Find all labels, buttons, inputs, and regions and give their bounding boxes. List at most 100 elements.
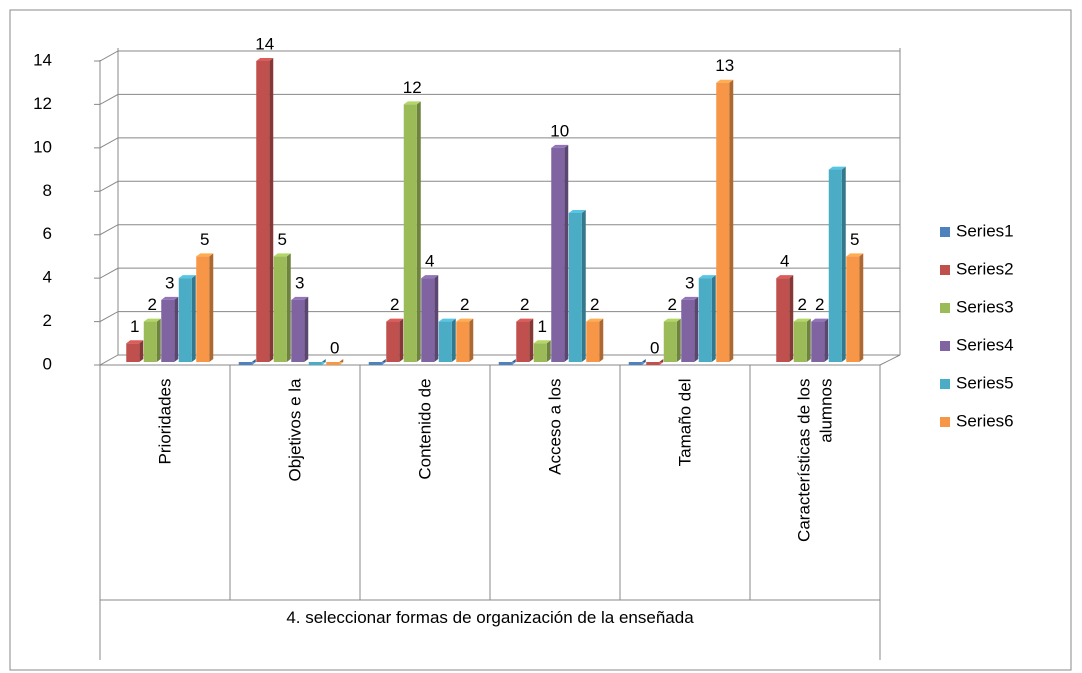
y-tick-label: 4 [43,268,52,287]
data-label: 2 [390,295,399,314]
data-label: 3 [295,273,304,292]
bar [628,359,646,365]
data-label: 5 [200,230,209,249]
bar-top [811,318,829,322]
x-tick-label: Acceso a los [545,378,564,475]
y-tick-label: 14 [33,50,52,69]
x-tick-label: Objetivos e la [285,378,304,482]
bar-front [698,278,712,362]
bar-front [196,256,210,362]
bar [196,253,214,362]
bar-top [403,101,421,105]
bar-top [776,275,794,279]
bar-side [859,253,864,362]
legend-label: Series4 [956,335,1014,354]
bar-front [143,321,157,362]
legend-swatch [940,265,950,275]
bar-front [646,362,660,365]
bar-side [581,210,586,362]
bar-side [399,318,404,362]
bar [403,101,421,362]
legend-swatch [940,227,950,237]
bar [498,359,516,365]
grid-line [94,50,900,62]
bar-side [286,253,291,362]
bar-top [846,253,864,257]
legend-label: Series6 [956,411,1014,430]
bar-top [456,318,474,322]
data-label: 2 [798,295,807,314]
bar-side [304,296,309,362]
data-label: 2 [460,295,469,314]
bar [663,318,681,362]
bar-front [846,256,860,362]
bar-front [716,82,730,362]
bar [776,275,794,362]
bar-front [403,104,417,362]
bar-front [386,321,400,362]
bar [238,359,256,365]
bar-top [793,318,811,322]
bar-front [811,321,825,362]
bar [586,318,604,362]
bar-side [529,318,534,362]
y-tick-label: 6 [43,224,52,243]
y-tick-label: 0 [43,354,52,373]
y-tick-label: 10 [33,137,52,156]
bar [828,166,846,362]
bar-front [456,321,470,362]
grid-line [94,224,900,236]
bar-top [143,318,161,322]
legend-label: Series2 [956,259,1014,278]
bar-front [551,147,565,362]
bar-top [716,79,734,83]
data-label: 3 [685,273,694,292]
x-tick-label: Prioridades [155,378,174,465]
bar [811,318,829,362]
data-label: 2 [668,295,677,314]
bar-top [196,253,214,257]
legend-swatch [940,379,950,389]
bar-front [793,321,807,362]
bar-side [434,275,439,362]
bar-front [438,321,452,362]
bar-top [663,318,681,322]
bar-side [469,318,474,362]
x-tick-label: Contenido de [415,378,434,480]
bar [256,58,274,362]
legend-label: Series5 [956,373,1014,392]
data-label: 10 [550,121,569,140]
bar-side [729,79,734,362]
data-label: 2 [815,295,824,314]
data-label: 0 [330,338,339,357]
bar-top [126,340,144,344]
data-label: 14 [255,34,274,53]
bar [698,275,716,362]
bar-front [161,299,175,362]
bar [456,318,474,362]
bar-front [126,343,140,362]
bar-top [533,340,551,344]
bar [438,318,456,362]
bar-top [178,275,196,279]
bar-front [628,362,642,365]
bar [551,144,569,362]
y-tick-label: 8 [43,181,52,200]
bar-front [516,321,530,362]
bar-front [238,362,252,365]
data-label: 5 [278,230,287,249]
bar [568,210,586,362]
x-tick-label: Características de los alumnos [794,378,835,542]
legend-label: Series3 [956,297,1014,316]
bar [308,359,326,365]
bar [421,275,439,362]
bar-side [451,318,456,362]
bar-front [498,362,512,365]
data-label: 12 [403,78,422,97]
bar [368,359,386,365]
data-label: 2 [590,295,599,314]
grid-line [94,137,900,149]
y-tick-label: 2 [43,311,52,330]
